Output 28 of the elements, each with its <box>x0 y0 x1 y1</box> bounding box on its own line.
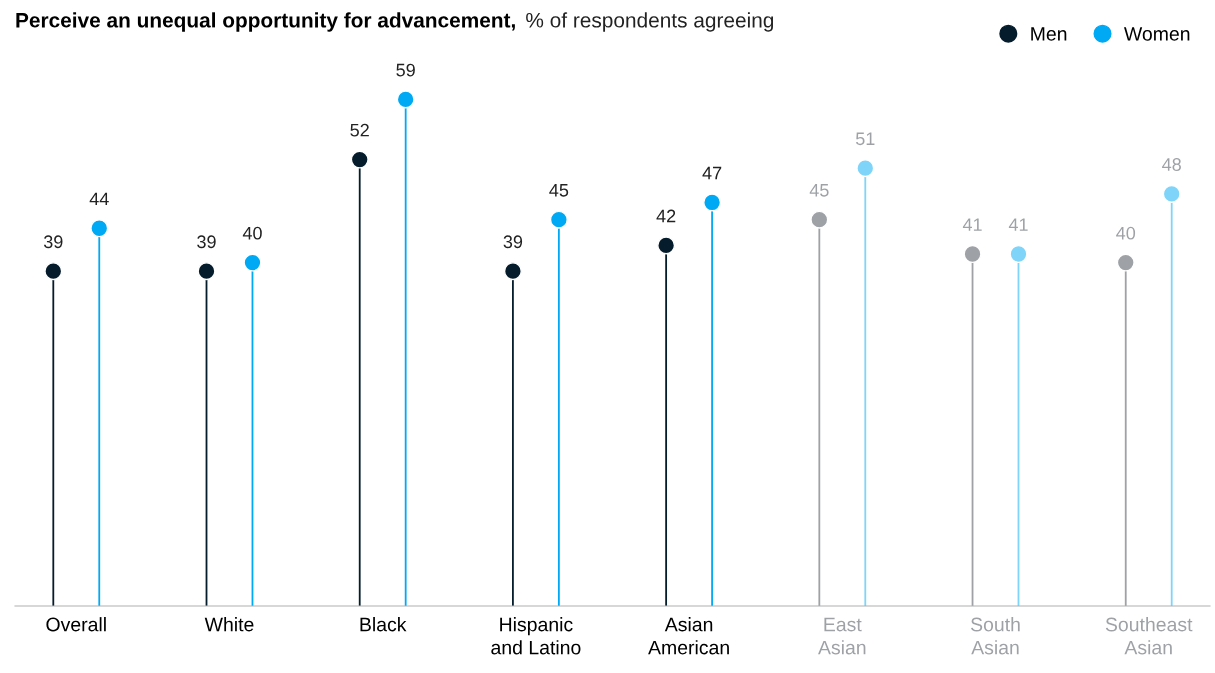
data-label: 52 <box>350 123 369 137</box>
data-label: 39 <box>197 235 216 249</box>
data-label: 42 <box>656 209 676 223</box>
x-tick-label: Black <box>360 617 407 632</box>
x-tick-label: East Asian <box>818 617 866 655</box>
data-label: 40 <box>1116 226 1136 240</box>
x-tick-label: Asian American <box>648 617 729 655</box>
data-label: 47 <box>702 166 722 180</box>
x-tick-label: Hispanic and Latino <box>491 617 581 655</box>
x-tick-label: Southeast Asian <box>1105 617 1193 655</box>
x-tick-label: South Asian <box>970 617 1020 655</box>
data-label: 51 <box>855 132 875 146</box>
data-label: 41 <box>1008 218 1028 231</box>
data-label: 45 <box>809 184 829 197</box>
data-label: 39 <box>43 235 63 249</box>
data-label: 41 <box>962 218 982 231</box>
x-tick-label: White <box>204 617 254 632</box>
data-label: 40 <box>242 226 262 240</box>
data-label: 44 <box>89 192 109 206</box>
x-tick-label: Overall <box>46 617 106 632</box>
legend-label: Men <box>1031 27 1067 41</box>
data-label: 59 <box>396 63 415 77</box>
legend-label: Women <box>1123 27 1190 41</box>
data-label: 45 <box>549 184 569 197</box>
chart-title: Perceive an unequal opportunity for advancement, <box>16 12 515 32</box>
data-label: 48 <box>1162 158 1181 171</box>
data-label: 39 <box>503 235 523 249</box>
chart-subtitle: % of respondents agreeing <box>526 12 774 32</box>
